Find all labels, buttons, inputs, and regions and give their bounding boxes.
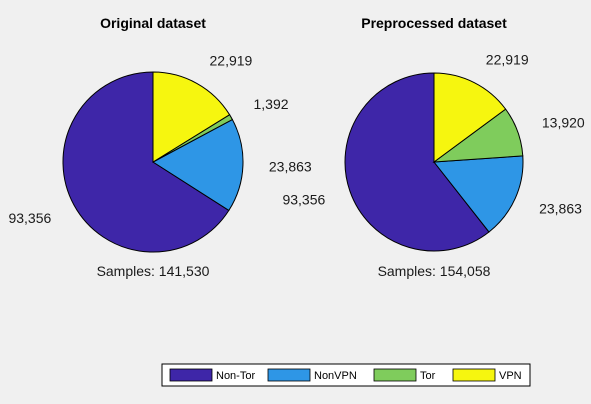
pie-title-original: Original dataset <box>100 15 206 31</box>
slice-label-preprocessed-vpn: 22,919 <box>486 51 529 67</box>
labels-original: 93,356 23,863 1,392 22,919 <box>8 53 311 226</box>
pie-title-preprocessed: Preprocessed dataset <box>361 15 507 31</box>
total-label-preprocessed: Samples: 154,058 <box>378 263 491 279</box>
slice-label-preprocessed-non-tor: 93,356 <box>282 192 325 208</box>
slice-label-preprocessed-nonvpn: 23,863 <box>539 201 582 217</box>
legend-swatch-nonvpn <box>267 368 311 382</box>
pie-original: Original dataset 93,356 23,863 1,392 22,919… <box>8 15 311 279</box>
slice-original-vpn <box>152 71 231 163</box>
slices-preprocessed <box>344 72 524 252</box>
legend-box <box>161 363 531 387</box>
slice-original-nonvpn <box>152 118 244 212</box>
labels-preprocessed: 93,356 23,863 13,920 22,919 <box>282 51 584 216</box>
slices-original <box>62 71 244 253</box>
slice-label-preprocessed-tor: 13,920 <box>542 114 585 130</box>
legend-items: Non-Tor NonVPN Tor VPN <box>169 368 522 382</box>
legend-label-nonvpn: NonVPN <box>314 370 357 382</box>
legend-label-non-tor: Non-Tor <box>216 370 255 382</box>
legend-swatch-tor <box>373 368 417 382</box>
pie-preprocessed: Preprocessed dataset 93,356 23,863 13,920 2… <box>282 15 584 279</box>
slice-preprocessed-non-tor <box>344 72 490 252</box>
slice-preprocessed-vpn <box>433 72 507 163</box>
legend-label-vpn: VPN <box>499 370 522 382</box>
slice-label-original-nonvpn: 23,863 <box>269 158 312 174</box>
legend-swatch-non-tor <box>169 368 213 382</box>
slice-label-original-non-tor: 93,356 <box>8 210 51 226</box>
total-label-original: Samples: 141,530 <box>97 263 210 279</box>
slice-label-original-vpn: 22,919 <box>210 53 253 69</box>
legend-label-tor: Tor <box>420 370 436 382</box>
legend-swatch-vpn <box>452 368 496 382</box>
slice-label-original-tor: 1,392 <box>254 96 289 112</box>
slice-preprocessed-nonvpn <box>433 155 524 233</box>
slice-original-non-tor <box>62 71 230 253</box>
legend: Non-Tor NonVPN Tor VPN <box>161 363 531 387</box>
